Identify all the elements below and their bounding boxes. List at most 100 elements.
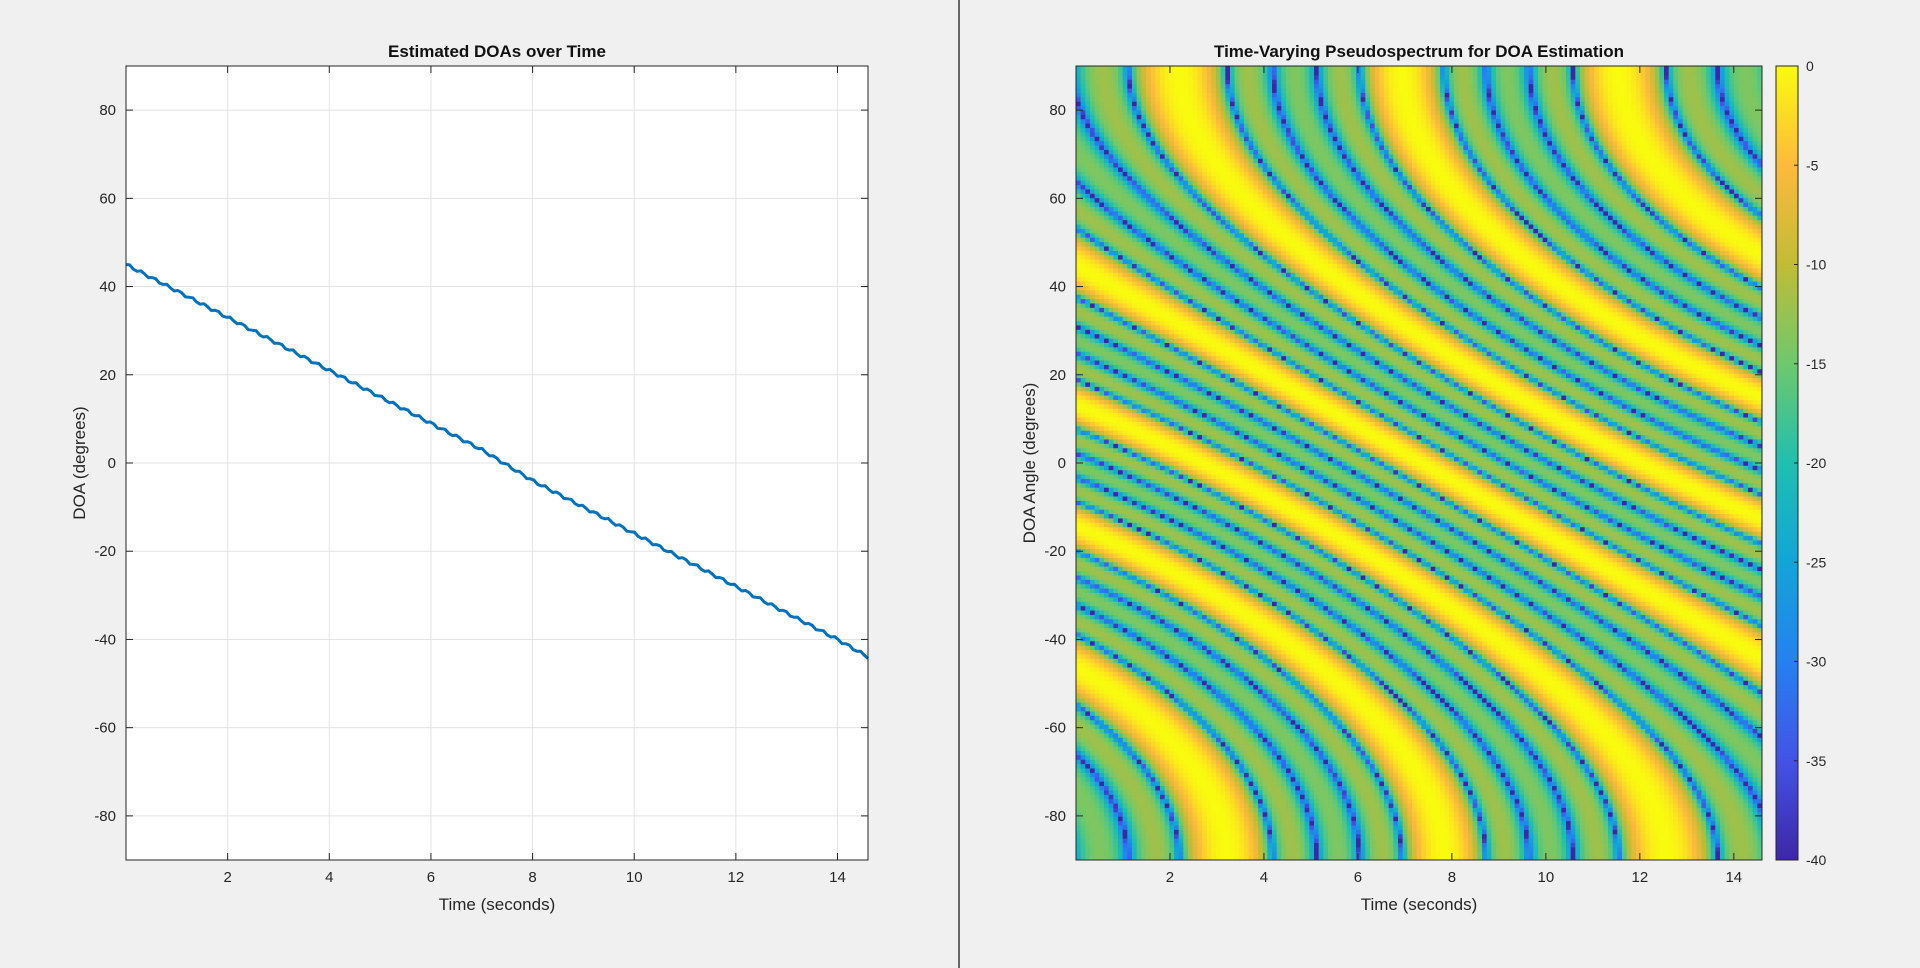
- heatmap-cell: [1174, 833, 1180, 839]
- heatmap-cell: [1174, 162, 1180, 168]
- heatmap-cell: [1169, 425, 1175, 431]
- heatmap-cell: [1108, 175, 1114, 181]
- heatmap-cell: [1136, 215, 1142, 221]
- heatmap-cell: [1113, 83, 1119, 89]
- heatmap-cell: [1076, 136, 1082, 142]
- heatmap-cell: [1183, 250, 1189, 256]
- heatmap-cell: [1080, 526, 1086, 532]
- heatmap-cell: [1197, 500, 1203, 506]
- heatmap-cell: [1183, 447, 1189, 453]
- heatmap-cell: [1174, 254, 1180, 260]
- heatmap-cell: [1141, 561, 1147, 567]
- heatmap-cell: [1127, 522, 1133, 528]
- heatmap-cell: [1141, 395, 1147, 400]
- heatmap-cell: [1146, 478, 1152, 484]
- heatmap-cell: [1080, 750, 1086, 756]
- heatmap-cell: [1146, 294, 1152, 300]
- heatmap-cell: [1141, 838, 1147, 844]
- heatmap-cell: [1192, 592, 1198, 598]
- heatmap-cell: [1076, 276, 1082, 282]
- heatmap-cell: [1174, 289, 1180, 295]
- heatmap-cell: [1085, 166, 1091, 172]
- heatmap-cell: [1127, 473, 1133, 479]
- heatmap-cell: [1132, 759, 1138, 765]
- heatmap-cell: [1160, 346, 1166, 352]
- heatmap-cell: [1132, 215, 1138, 221]
- heatmap-cell: [1132, 355, 1138, 361]
- heatmap-cell: [1169, 719, 1175, 725]
- heatmap-cell: [1146, 741, 1152, 747]
- heatmap-cell: [1141, 399, 1147, 405]
- heatmap-cell: [1174, 526, 1180, 532]
- heatmap-cell: [1127, 469, 1133, 475]
- heatmap-cell: [1127, 355, 1133, 361]
- heatmap-cell: [1141, 452, 1147, 458]
- heatmap-cell: [1197, 96, 1203, 102]
- heatmap-cell: [1155, 197, 1161, 203]
- heatmap-cell: [1127, 684, 1133, 690]
- heatmap-cell: [1183, 101, 1189, 107]
- heatmap-cell: [1155, 732, 1161, 738]
- heatmap-cell: [1197, 333, 1203, 339]
- heatmap-cell: [1076, 127, 1082, 133]
- heatmap-cell: [1076, 412, 1082, 418]
- heatmap-cell: [1099, 285, 1105, 291]
- heatmap-cell: [1132, 820, 1138, 826]
- heatmap-cell: [1136, 767, 1142, 773]
- heatmap-cell: [1099, 272, 1105, 278]
- heatmap-cell: [1174, 70, 1180, 76]
- heatmap-cell: [1113, 294, 1119, 300]
- heatmap-cell: [1136, 820, 1142, 826]
- heatmap-cell: [1192, 557, 1198, 563]
- heatmap-cell: [1122, 522, 1128, 528]
- heatmap-cell: [1174, 188, 1180, 194]
- heatmap-cell: [1169, 456, 1175, 462]
- heatmap-cell: [1094, 166, 1100, 172]
- heatmap-cell: [1132, 583, 1138, 589]
- heatmap-cell: [1136, 561, 1142, 567]
- heatmap-cell: [1174, 776, 1180, 782]
- heatmap-cell: [1160, 842, 1166, 848]
- heatmap-cell: [1108, 798, 1114, 804]
- heatmap-cell: [1192, 544, 1198, 550]
- heatmap-cell: [1164, 702, 1170, 708]
- heatmap-cell: [1155, 763, 1161, 769]
- heatmap-cell: [1146, 131, 1152, 137]
- heatmap-cell: [1085, 544, 1091, 550]
- heatmap-cell: [1099, 710, 1105, 716]
- heatmap-cell: [1197, 688, 1203, 694]
- heatmap-cell: [1104, 390, 1110, 396]
- heatmap-cell: [1150, 280, 1156, 286]
- heatmap-cell: [1094, 702, 1100, 708]
- heatmap-cell: [1132, 816, 1138, 822]
- heatmap-cell: [1155, 373, 1161, 379]
- heatmap-cell: [1127, 798, 1133, 804]
- heatmap-cell: [1160, 215, 1166, 221]
- heatmap-cell: [1127, 215, 1133, 221]
- heatmap-cell: [1169, 750, 1175, 756]
- heatmap-cell: [1164, 767, 1170, 773]
- heatmap-cell: [1132, 351, 1138, 357]
- heatmap-cell: [1127, 754, 1133, 760]
- heatmap-cell: [1099, 180, 1105, 186]
- heatmap-cell: [1174, 386, 1180, 392]
- heatmap-cell: [1080, 601, 1086, 607]
- heatmap-cell: [1080, 447, 1086, 453]
- heatmap-cell: [1169, 802, 1175, 808]
- heatmap-cell: [1178, 789, 1184, 795]
- heatmap-cell: [1160, 456, 1166, 462]
- heatmap-cell: [1174, 855, 1180, 860]
- heatmap-cell: [1183, 732, 1189, 738]
- heatmap-cell: [1076, 544, 1082, 550]
- heatmap-cell: [1132, 364, 1138, 370]
- heatmap-cell: [1113, 92, 1119, 98]
- heatmap-cell: [1099, 346, 1105, 352]
- heatmap-cell: [1164, 666, 1170, 672]
- heatmap-cell: [1188, 101, 1194, 107]
- heatmap-cell: [1197, 105, 1203, 111]
- heatmap-cell: [1136, 680, 1142, 686]
- heatmap-cell: [1150, 802, 1156, 808]
- heatmap-cell: [1099, 307, 1105, 313]
- heatmap-cell: [1188, 298, 1194, 304]
- heatmap-cell: [1076, 706, 1082, 712]
